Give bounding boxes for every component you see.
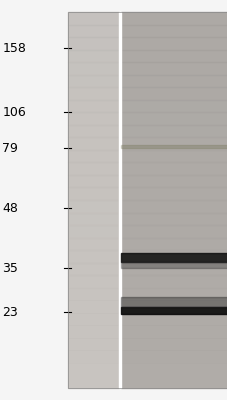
Bar (120, 262, 227, 268)
Bar (120, 37, 227, 50)
Bar (120, 313, 227, 325)
Bar (120, 275, 227, 288)
Bar (68, 376, 118, 388)
Bar (120, 50, 227, 62)
Bar (120, 300, 227, 313)
Bar (68, 37, 118, 50)
Bar (120, 238, 227, 250)
Bar (68, 150, 118, 162)
Bar (68, 300, 118, 313)
Bar (68, 75, 118, 87)
Bar (120, 350, 227, 363)
Bar (68, 24, 118, 37)
Bar (68, 175, 118, 188)
Bar (120, 145, 227, 148)
Bar (120, 376, 227, 388)
Bar (68, 238, 118, 250)
Bar (68, 225, 118, 238)
Bar (68, 137, 118, 150)
Bar (120, 225, 227, 238)
Bar (68, 125, 118, 137)
Bar (118, 12, 121, 388)
Bar (120, 75, 227, 87)
Bar (120, 250, 227, 263)
Text: 48: 48 (2, 202, 18, 214)
Bar (68, 212, 118, 225)
Bar (120, 24, 227, 37)
Bar (68, 200, 118, 212)
Bar (68, 188, 118, 200)
Bar (120, 150, 227, 162)
Bar (120, 200, 227, 212)
Bar (68, 12, 118, 24)
Text: 158: 158 (2, 42, 26, 54)
Bar (120, 125, 227, 137)
Bar (120, 137, 227, 150)
Bar (68, 162, 118, 175)
Text: 23: 23 (2, 306, 18, 318)
Bar (68, 325, 118, 338)
Bar (0, 0, 68, 400)
Bar (68, 313, 118, 325)
Text: 106: 106 (2, 106, 26, 118)
Text: 35: 35 (2, 262, 18, 274)
Bar (68, 112, 118, 125)
Text: 79: 79 (2, 142, 18, 154)
Bar (68, 288, 118, 300)
Bar (120, 338, 227, 350)
Bar (120, 307, 227, 314)
Bar (68, 50, 118, 62)
Bar (120, 100, 227, 112)
Bar (120, 12, 227, 24)
Bar (120, 212, 227, 225)
Bar (120, 175, 227, 188)
Bar (68, 62, 118, 75)
Bar (120, 188, 227, 200)
Bar (68, 87, 118, 100)
Bar (68, 350, 118, 363)
Bar (68, 275, 118, 288)
Bar (120, 253, 227, 262)
Bar (68, 12, 227, 388)
Bar (68, 338, 118, 350)
Bar (120, 87, 227, 100)
Bar (68, 12, 118, 388)
Bar (68, 263, 118, 275)
Bar (120, 363, 227, 376)
Bar (68, 363, 118, 376)
Bar (120, 62, 227, 75)
Bar (120, 112, 227, 125)
Bar (68, 250, 118, 263)
Bar (120, 297, 227, 307)
Bar (68, 100, 118, 112)
Bar (120, 263, 227, 275)
Bar (120, 288, 227, 300)
Bar (120, 12, 227, 388)
Bar (120, 325, 227, 338)
Bar (120, 162, 227, 175)
